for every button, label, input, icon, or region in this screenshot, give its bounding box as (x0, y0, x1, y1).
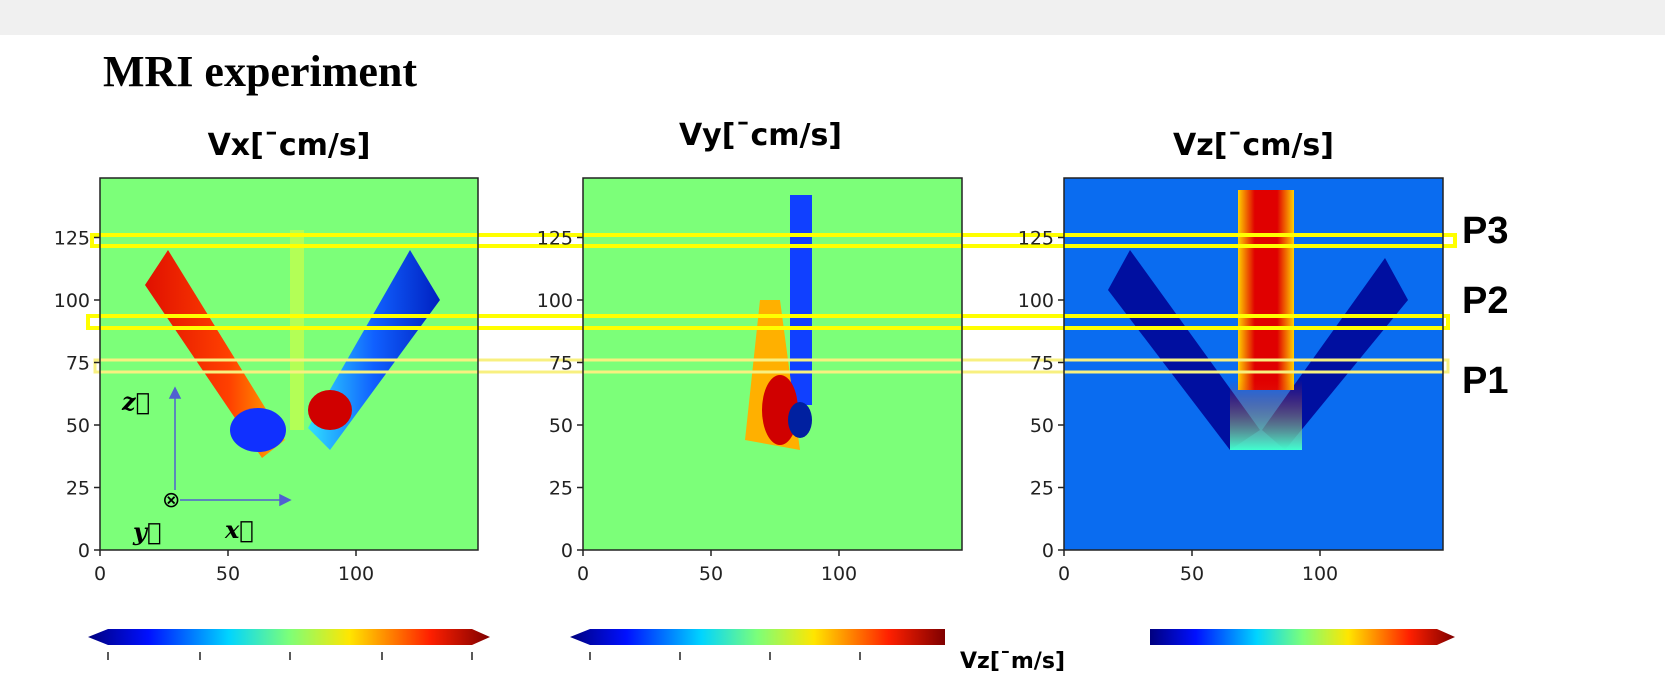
x-tick-label: 50 (699, 563, 723, 585)
y-tick-label: 125 (54, 228, 90, 250)
profile-box (90, 233, 1457, 248)
y-tick-label: 125 (1018, 228, 1054, 250)
panel-title: Vx[¯cm/s] (208, 128, 371, 163)
axis-symbol: x⃗ (224, 515, 254, 544)
colorbar (88, 629, 490, 645)
x-tick-label: 0 (94, 563, 106, 585)
y-tick-label: 125 (537, 228, 573, 250)
profile-label: P3 (1462, 210, 1508, 252)
y-tick-label: 75 (549, 353, 573, 375)
vz-image (1064, 178, 1443, 550)
x-tick-label: 50 (1180, 563, 1204, 585)
y-tick-label: 25 (66, 478, 90, 500)
y-tick-label: 100 (1018, 290, 1054, 312)
top-bar (0, 0, 1665, 35)
profile-label: P1 (1462, 360, 1508, 402)
y-tick-label: 50 (549, 415, 573, 437)
profile-box (93, 358, 1450, 374)
y-tick-label: 0 (1042, 540, 1054, 562)
profile-label: P2 (1462, 280, 1508, 322)
y-tick-label: 25 (1030, 478, 1054, 500)
colorbar-label: Vz[¯m/s] (960, 649, 1065, 674)
x-tick-label: 100 (821, 563, 857, 585)
slide-title: MRI experiment (103, 47, 417, 96)
y-tick-label: 0 (561, 540, 573, 562)
y-tick-label: 25 (549, 478, 573, 500)
x-tick-label: 0 (1058, 563, 1070, 585)
y-tick-label: 50 (1030, 415, 1054, 437)
axis-symbol: ⊗ (162, 488, 180, 513)
x-tick-label: 100 (338, 563, 374, 585)
plot-frame (99, 177, 479, 551)
colorbar-ticks (107, 652, 861, 660)
panel-title: Vz[¯cm/s] (1173, 128, 1334, 163)
x-tick-label: 50 (216, 563, 240, 585)
y-tick-label: 50 (66, 415, 90, 437)
x-tick-label: 100 (1302, 563, 1338, 585)
colorbar (1150, 629, 1455, 645)
vx-image (100, 178, 478, 550)
axes-icon (168, 386, 292, 507)
profile-box (86, 314, 1450, 330)
plot-frame (1063, 177, 1444, 551)
y-tick-label: 100 (537, 290, 573, 312)
x-tick-label: 0 (577, 563, 589, 585)
panel-title: Vy[¯cm/s] (679, 118, 842, 153)
plot-frame (582, 177, 963, 551)
y-tick-label: 0 (78, 540, 90, 562)
axis-symbol: z⃗ (121, 387, 150, 416)
colorbar (570, 629, 945, 645)
y-tick-label: 75 (66, 353, 90, 375)
y-tick-label: 75 (1030, 353, 1054, 375)
y-tick-label: 100 (54, 290, 90, 312)
label-box (945, 628, 1150, 698)
axis-symbol: y⃗ (132, 517, 161, 546)
